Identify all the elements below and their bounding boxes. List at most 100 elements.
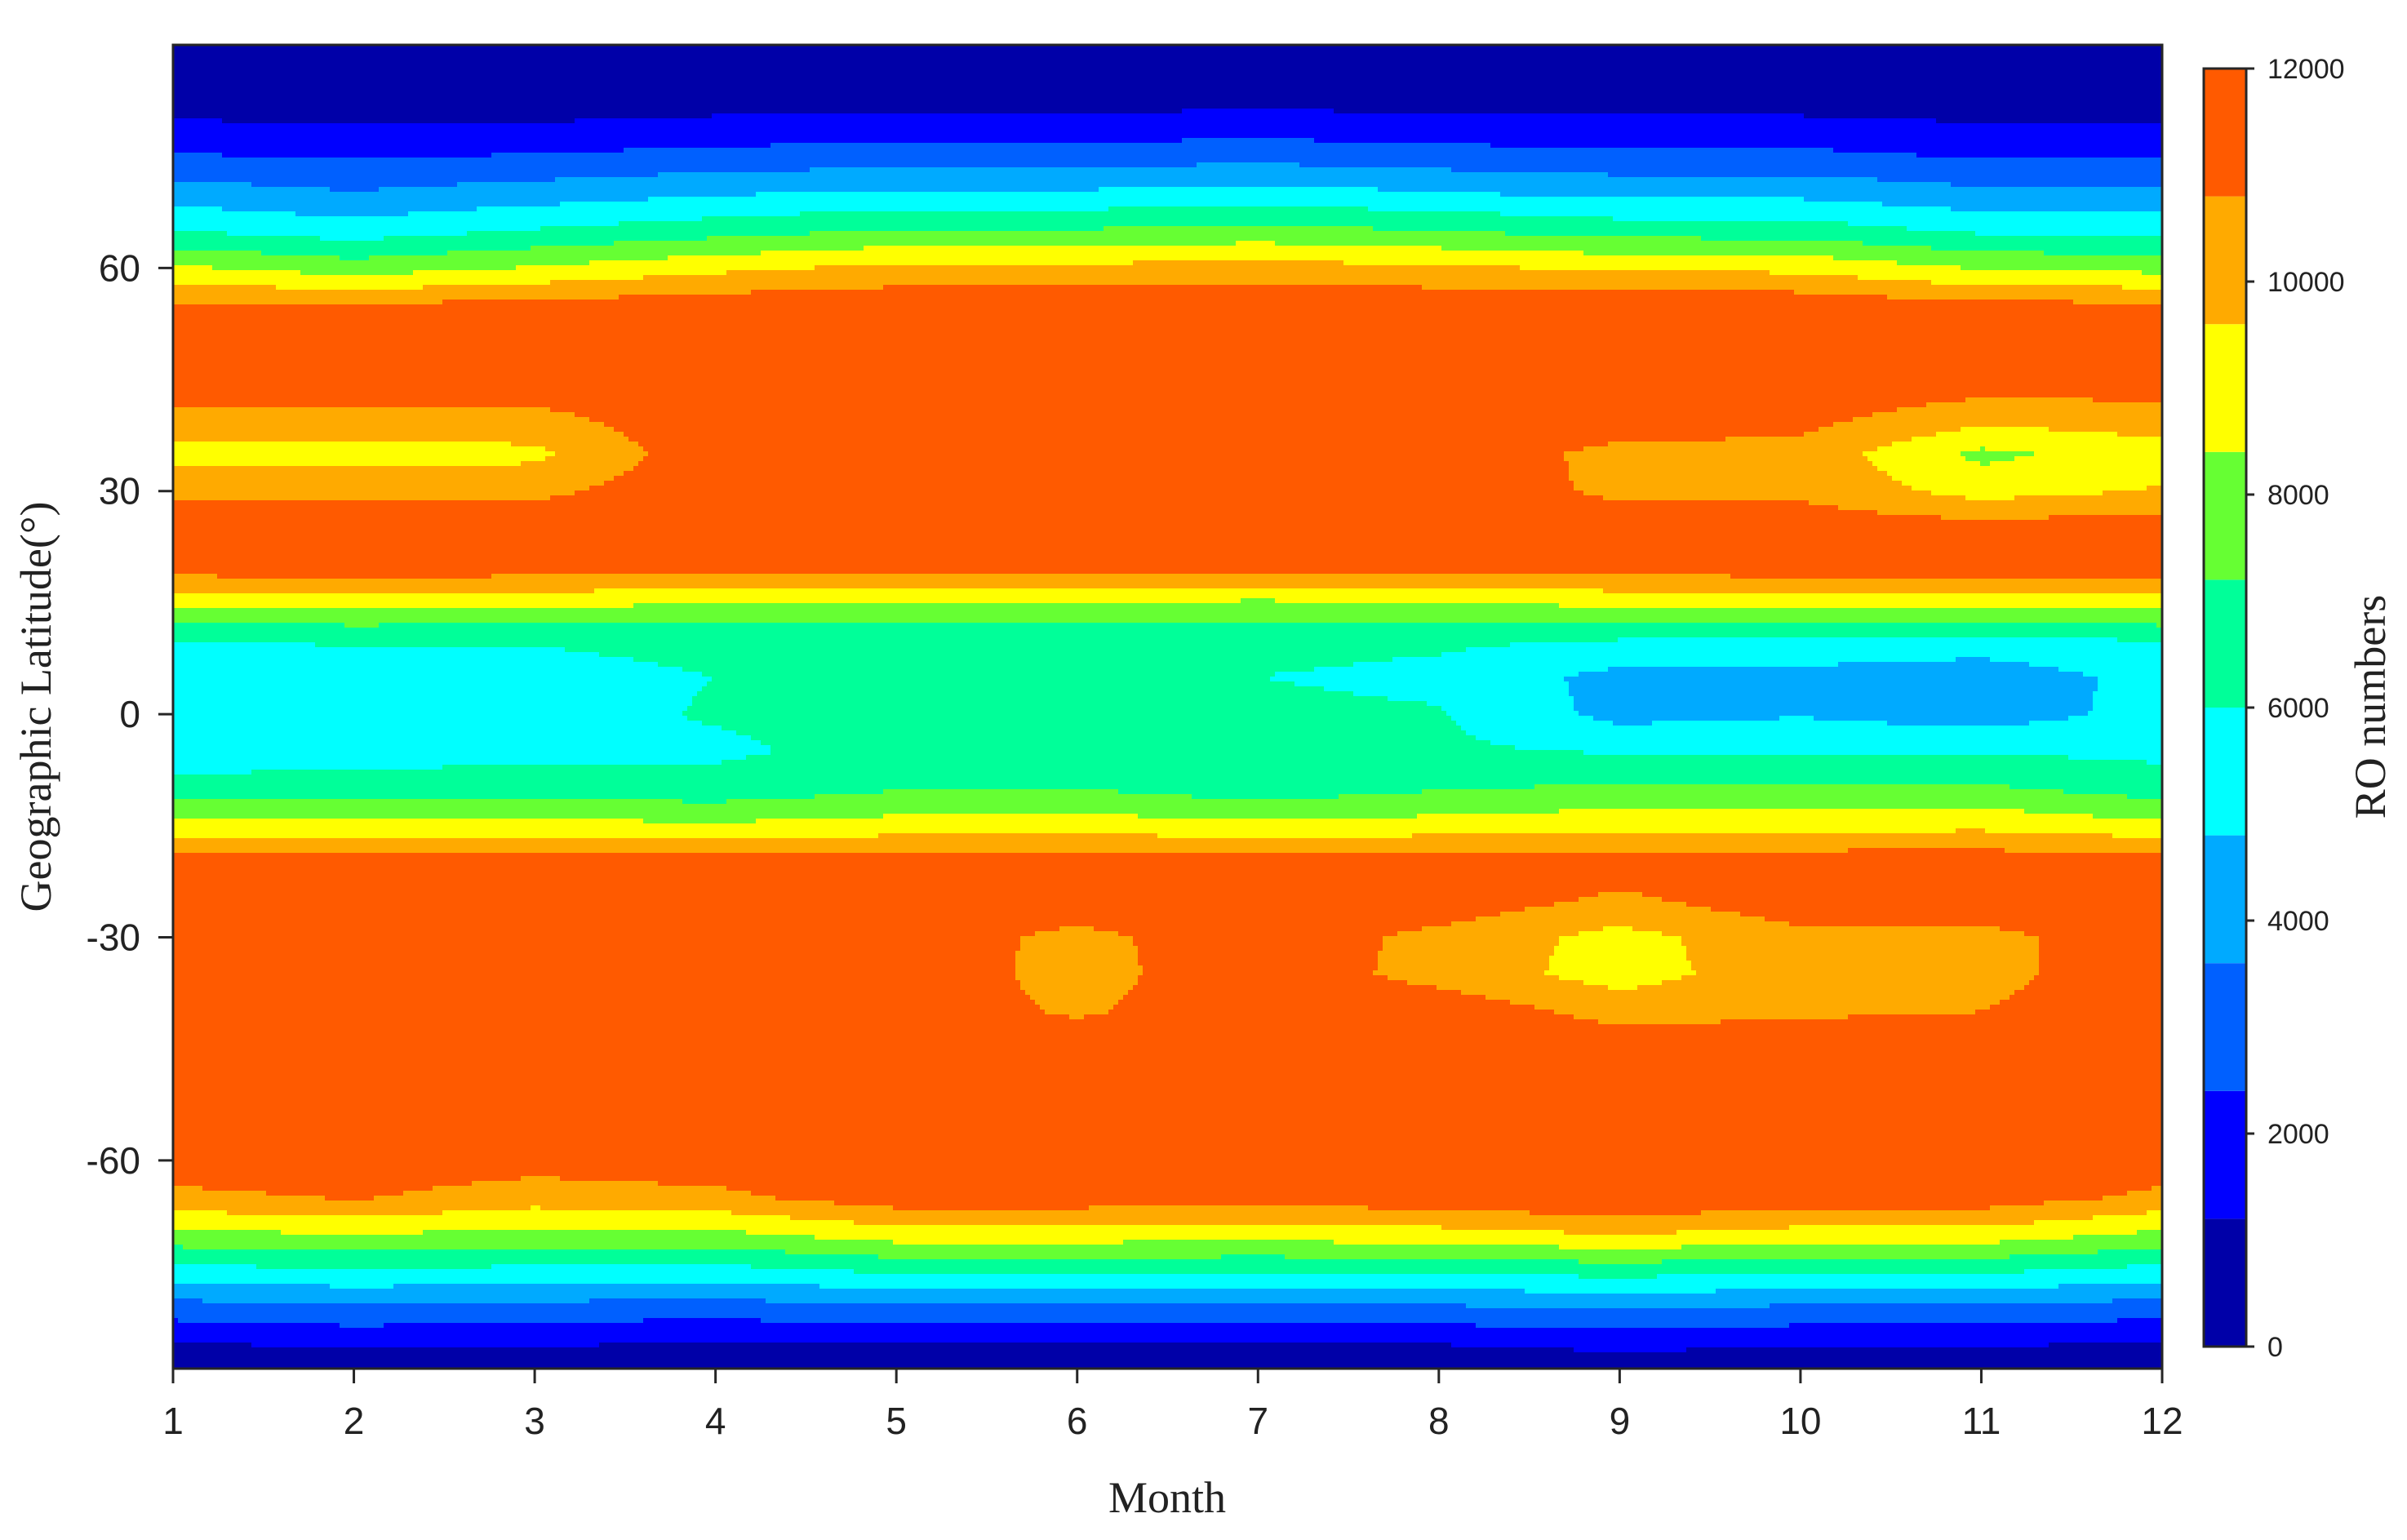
contour-cell	[1138, 951, 1379, 956]
contour-cell	[1515, 745, 2162, 751]
contour-cell	[1990, 461, 2162, 467]
contour-cell	[1295, 681, 1570, 687]
contour-cell	[173, 373, 2162, 379]
contour-cell	[173, 422, 605, 428]
contour-cell	[604, 422, 1834, 428]
contour-cell	[1040, 1005, 1114, 1010]
contour-cell	[614, 241, 1237, 246]
contour-cell	[2117, 637, 2162, 643]
contour-cell	[1867, 456, 1966, 462]
contour-cell	[222, 206, 477, 212]
contour-cell	[183, 1245, 1560, 1250]
contour-cell	[771, 745, 1516, 751]
contour-cell	[173, 608, 2162, 614]
contour-cell	[1931, 280, 2162, 286]
contour-cell	[173, 735, 752, 741]
contour-cell	[771, 143, 1491, 149]
contour-cell	[702, 216, 1614, 222]
contour-cell	[173, 863, 2162, 868]
contour-cell	[173, 1058, 2162, 1064]
contour-cell	[2147, 486, 2162, 491]
contour-cell	[173, 525, 2162, 530]
contour-cell	[173, 1166, 2162, 1172]
contour-cell	[1872, 412, 2162, 418]
contour-cell	[173, 946, 1021, 952]
contour-cell	[369, 255, 668, 261]
contour-cell	[2005, 848, 2162, 854]
contour-cell	[173, 285, 277, 291]
contour-cell	[1466, 730, 2162, 736]
contour-cell	[756, 819, 2162, 824]
contour-cell	[531, 246, 864, 251]
contour-cell	[173, 662, 659, 668]
contour-cell	[702, 672, 1276, 677]
contour-cell	[1559, 809, 2025, 814]
contour-cell	[173, 158, 2162, 163]
contour-cell	[1608, 667, 2059, 672]
contour-cell	[173, 657, 634, 663]
contour-cell	[2010, 1254, 2162, 1260]
contour-cell	[173, 990, 1026, 996]
contour-cell	[2117, 432, 2162, 437]
contour-cell	[1961, 427, 2050, 433]
contour-cell	[173, 221, 620, 227]
contour-cell	[1157, 833, 1413, 839]
contour-cell	[1084, 1014, 1574, 1020]
contour-cell	[751, 1264, 2128, 1270]
contour-cell	[173, 500, 1810, 506]
contour-cell	[173, 1122, 2162, 1128]
colorbar-tick-label: 2000	[2267, 1119, 2329, 1150]
contour-cell	[173, 427, 615, 433]
contour-cell	[1554, 946, 1687, 952]
contour-cell	[1569, 476, 1893, 482]
contour-cell	[173, 69, 2162, 75]
contour-cell	[173, 324, 2162, 330]
contour-cell	[379, 187, 1099, 193]
x-axis-title: Month	[1108, 1473, 1226, 1522]
contour-cell	[1324, 686, 1570, 692]
contour-cell	[173, 309, 2162, 315]
contour-cell	[1466, 1303, 1770, 1309]
contour-cell	[1035, 931, 1119, 937]
contour-cell	[785, 1249, 2098, 1255]
contour-cell	[1241, 598, 1276, 604]
contour-cell	[1510, 1000, 2001, 1005]
colorbar-tick-label: 8000	[2267, 480, 2329, 511]
contour-cell	[893, 1240, 1124, 1245]
contour-cell	[2024, 985, 2162, 991]
contour-cell	[173, 721, 703, 726]
contour-cell	[1990, 657, 2162, 663]
contour-cell	[1579, 897, 1663, 903]
contour-cell	[1740, 912, 2162, 917]
contour-cell	[1559, 1245, 1682, 1250]
contour-cell	[1015, 961, 1139, 966]
contour-cell	[173, 74, 2162, 80]
contour-cell	[2156, 623, 2162, 628]
contour-cell	[815, 794, 1192, 800]
contour-cell	[173, 1338, 2162, 1343]
contour-cell	[173, 510, 1878, 516]
contour-cell	[173, 603, 634, 609]
colorbar-tick-label: 4000	[2267, 906, 2329, 937]
contour-cell	[1951, 206, 2162, 212]
contour-cell	[173, 153, 223, 158]
contour-cell	[1388, 975, 1560, 981]
contour-cell	[751, 290, 1795, 295]
contour-cell	[173, 270, 301, 276]
contour-cell	[1270, 677, 1565, 682]
contour-cell	[658, 172, 1609, 178]
contour-cell	[560, 1176, 2162, 1182]
contour-cell	[173, 290, 752, 295]
contour-cell	[1456, 721, 1614, 726]
x-tick-label: 12	[2141, 1400, 2183, 1442]
contour-cell	[819, 1284, 2059, 1289]
contour-cell	[1956, 828, 1986, 834]
contour-cell	[173, 451, 556, 457]
contour-cell	[1877, 466, 2162, 472]
contour-cell	[2024, 1269, 2162, 1275]
contour-cell	[1069, 1014, 1085, 1020]
contour-cell	[173, 280, 551, 286]
contour-cell	[687, 716, 1452, 721]
contour-cell	[202, 1186, 433, 1192]
contour-cell	[726, 270, 1770, 276]
